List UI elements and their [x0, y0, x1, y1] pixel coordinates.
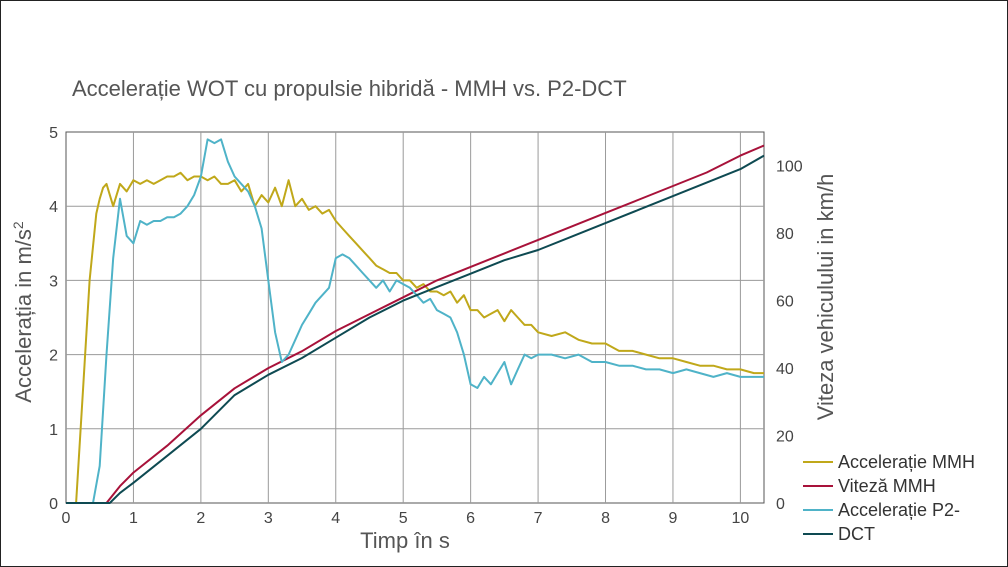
- y-axis-left-label-main: Accelerația in m/s: [11, 229, 36, 403]
- x-axis-label: Timp în s: [360, 528, 450, 553]
- y-left-tick-label: 5: [49, 125, 58, 142]
- y-left-tick-label: 0: [49, 496, 58, 513]
- x-tick-label: 0: [62, 510, 71, 527]
- legend-label: Accelerație P2-: [838, 500, 960, 520]
- y-left-tick-label: 2: [49, 348, 58, 365]
- y-right-tick-label: 40: [776, 361, 794, 378]
- x-tick-label: 3: [264, 510, 273, 527]
- grid-lines: [66, 132, 764, 503]
- x-tick-label: 10: [731, 510, 749, 527]
- y-left-tick-label: 1: [49, 422, 58, 439]
- legend: Accelerație MMH Viteză MMH Accelerație P2-…: [803, 452, 975, 544]
- plot-area-border: [65, 131, 765, 504]
- y-axis-left-label-sup: 2: [10, 221, 26, 229]
- legend-label: Accelerație MMH: [838, 452, 975, 472]
- chart-title: Accelerație WOT cu propulsie hibridă - M…: [72, 76, 627, 101]
- y-right-tick-label: 20: [776, 429, 794, 446]
- series-line-0: [66, 171, 764, 504]
- y-left-tick-label: 4: [49, 199, 58, 216]
- x-tick-label: 6: [466, 510, 475, 527]
- y-left-tick-label: 3: [49, 273, 58, 290]
- x-tick-label: 1: [129, 510, 138, 527]
- x-tick-label: 5: [399, 510, 408, 527]
- y-right-tick-label: 60: [776, 294, 794, 311]
- series-lines: [66, 138, 765, 504]
- series-line-2: [66, 138, 764, 504]
- y-axis-right-label: Viteza vehiculului in km/h: [813, 174, 838, 421]
- series-line-1: [66, 144, 765, 504]
- y-right-tick-label: 100: [776, 159, 803, 176]
- y-axis-left-label: Accelerația in m/s2: [10, 221, 36, 403]
- y-right-tick-label: 0: [776, 496, 785, 513]
- series-line-3: [66, 154, 765, 504]
- x-tick-label: 4: [331, 510, 340, 527]
- x-tick-label: 9: [669, 510, 678, 527]
- x-tick-label: 7: [534, 510, 543, 527]
- legend-label: Viteză MMH: [838, 476, 936, 496]
- legend-label: DCT: [838, 524, 875, 544]
- x-tick-label: 8: [601, 510, 610, 527]
- y-right-tick-label: 80: [776, 226, 794, 243]
- x-tick-label: 2: [196, 510, 205, 527]
